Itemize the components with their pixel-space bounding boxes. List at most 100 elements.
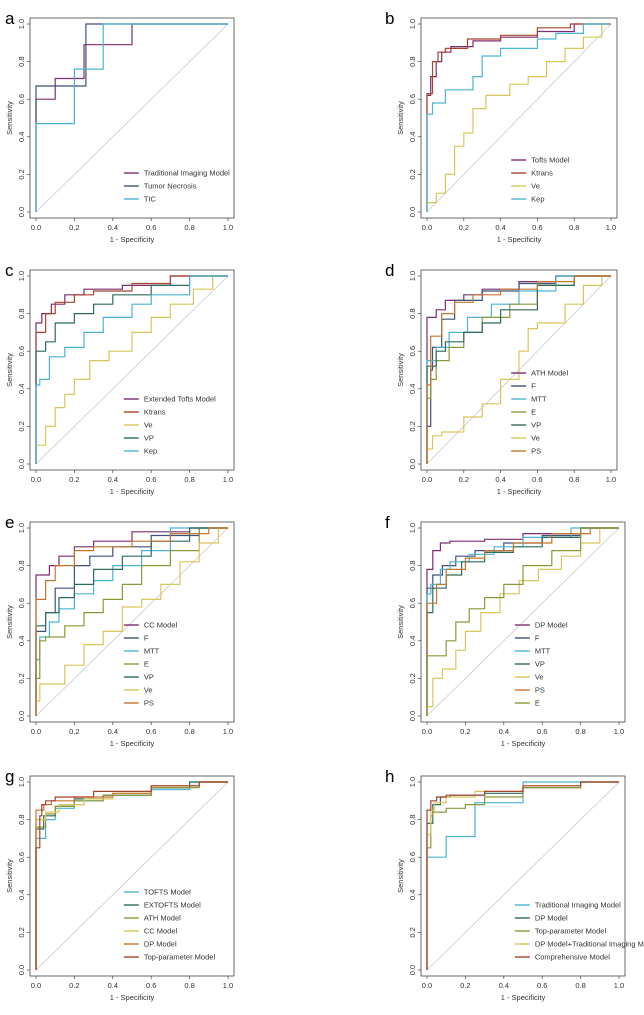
x-tick-label: 0.4 — [108, 475, 118, 484]
legend-label: Extended Tofts Model — [144, 395, 216, 404]
y-tick-label: 0.4 — [17, 132, 26, 142]
roc-curve-extended-tofts-model — [35, 275, 228, 464]
legend-label: Ve — [144, 686, 153, 695]
x-tick-label: 0.0 — [31, 223, 41, 232]
legend-label: F — [144, 634, 149, 643]
y-tick-label: 1.0 — [408, 523, 417, 533]
y-axis-title: Sensitivity — [5, 353, 14, 387]
panel-letter: g — [5, 767, 14, 786]
legend-label: E — [531, 408, 536, 417]
y-tick-label: 0.6 — [17, 346, 26, 356]
legend-label: TOFTS Model — [144, 888, 191, 897]
roc-curve-vp — [426, 527, 619, 716]
x-tick-label: 0.6 — [146, 475, 156, 484]
y-tick-label: 0.0 — [408, 965, 417, 975]
roc-panel-b: b 0.0 0.0 0.2 0.2 0.4 0.4 0.6 0.6 0.8 0.8 1.0 1.0 1 -… — [385, 9, 618, 244]
panel-letter: c — [5, 261, 14, 280]
legend-label: Ve — [535, 673, 544, 682]
x-tick-label: 1.0 — [223, 727, 233, 736]
x-tick-label: 0.0 — [31, 727, 41, 736]
x-tick-label: 0.2 — [459, 475, 469, 484]
plot-frame — [420, 269, 618, 471]
x-tick-label: 0.6 — [532, 475, 542, 484]
x-tick-label: 0.6 — [146, 727, 156, 736]
x-tick-label: 1.0 — [606, 475, 616, 484]
x-tick-label: 0.0 — [31, 981, 41, 990]
plot-frame — [420, 17, 618, 219]
panel-letter: f — [385, 513, 390, 532]
legend: CC Model F MTT E VP Ve PS — [123, 621, 178, 708]
y-axis-title: Sensitivity — [396, 605, 405, 639]
reference-diagonal — [35, 781, 229, 971]
y-tick-label: 0.0 — [408, 459, 417, 469]
roc-panel-a: a 0.0 0.0 0.2 0.2 0.4 0.4 0.6 0.6 0.8 0.8 1.0 1.0 1 -… — [5, 9, 235, 244]
panel-letter: b — [385, 9, 394, 28]
y-tick-label: 1.0 — [408, 777, 417, 787]
y-tick-label: 0.6 — [408, 94, 417, 104]
y-tick-label: 0.2 — [408, 673, 417, 683]
roc-curve-e — [426, 527, 619, 716]
plot-frame — [29, 269, 235, 471]
y-tick-label: 1.0 — [17, 523, 26, 533]
roc-curve-e — [35, 527, 228, 716]
x-tick-label: 0.0 — [422, 981, 432, 990]
plot-frame — [29, 775, 235, 977]
legend-label: Ve — [144, 421, 153, 430]
y-tick-label: 0.8 — [408, 560, 417, 570]
roc-curve-kep — [35, 275, 228, 464]
roc-curve-top-parameter-model — [35, 781, 228, 970]
legend-label: EXTOFTS Model — [144, 901, 201, 910]
x-axis-title: 1 - Specificity — [497, 487, 542, 496]
x-tick-label: 0.4 — [108, 981, 118, 990]
y-tick-label: 0.4 — [17, 384, 26, 394]
y-tick-label: 1.0 — [408, 271, 417, 281]
legend-label: DP Model — [535, 621, 568, 630]
roc-curve-ve — [426, 23, 611, 212]
x-axis-title: 1 - Specificity — [110, 739, 155, 748]
legend-label: VP — [144, 673, 154, 682]
legend-label: DP Model — [144, 940, 177, 949]
y-tick-label: 0.4 — [17, 636, 26, 646]
x-tick-label: 0.6 — [532, 223, 542, 232]
y-tick-label: 0.2 — [408, 169, 417, 179]
x-axis-title: 1 - Specificity — [501, 993, 546, 1002]
roc-curve-comprehensive-model — [426, 781, 619, 970]
y-tick-label: 1.0 — [17, 19, 26, 29]
roc-curve-ps — [426, 275, 611, 464]
legend-label: Traditional Imaging Model — [144, 169, 230, 178]
x-tick-label: 0.2 — [69, 981, 79, 990]
legend-label: Ktrans — [531, 169, 553, 178]
y-tick-label: 0.0 — [408, 711, 417, 721]
y-tick-label: 0.0 — [17, 459, 26, 469]
legend-label: DP Model+Traditional Imaging Model — [535, 940, 644, 949]
y-tick-label: 0.8 — [408, 308, 417, 318]
legend-label: Ve — [531, 182, 540, 191]
y-tick-label: 0.6 — [17, 598, 26, 608]
x-tick-label: 0.0 — [31, 475, 41, 484]
legend-label: ATH Model — [144, 914, 181, 923]
roc-curve-vp — [35, 275, 228, 464]
reference-diagonal — [35, 275, 229, 465]
x-tick-label: 0.4 — [495, 223, 505, 232]
roc-curve-f — [35, 527, 228, 716]
x-axis-title: 1 - Specificity — [110, 993, 155, 1002]
x-tick-label: 0.6 — [146, 981, 156, 990]
roc-panel-c: c 0.0 0.0 0.2 0.2 0.4 0.4 0.6 0.6 0.8 0.8 1.0 1.0 1 -… — [5, 261, 235, 496]
roc-curve-mtt — [426, 527, 619, 716]
y-tick-label: 0.8 — [408, 56, 417, 66]
x-tick-label: 0.8 — [569, 223, 579, 232]
x-tick-label: 0.8 — [575, 981, 585, 990]
x-tick-label: 0.4 — [499, 727, 509, 736]
legend-label: PS — [144, 699, 154, 708]
x-tick-label: 0.2 — [69, 727, 79, 736]
legend: Extended Tofts Model Ktrans Ve VP Kep — [123, 395, 216, 456]
legend: DP Model F MTT VP Ve PS E — [514, 621, 568, 708]
legend-label: ATH Model — [531, 369, 568, 378]
roc-curve-kep — [426, 23, 611, 212]
x-tick-label: 0.0 — [422, 475, 432, 484]
legend-label: MTT — [531, 395, 547, 404]
roc-panel-e: e 0.0 0.0 0.2 0.2 0.4 0.4 0.6 0.6 0.8 0.8 1.0 1.0 1 -… — [5, 513, 235, 748]
y-tick-label: 0.0 — [17, 965, 26, 975]
y-tick-label: 0.2 — [408, 927, 417, 937]
roc-curve-ktrans — [35, 275, 228, 464]
